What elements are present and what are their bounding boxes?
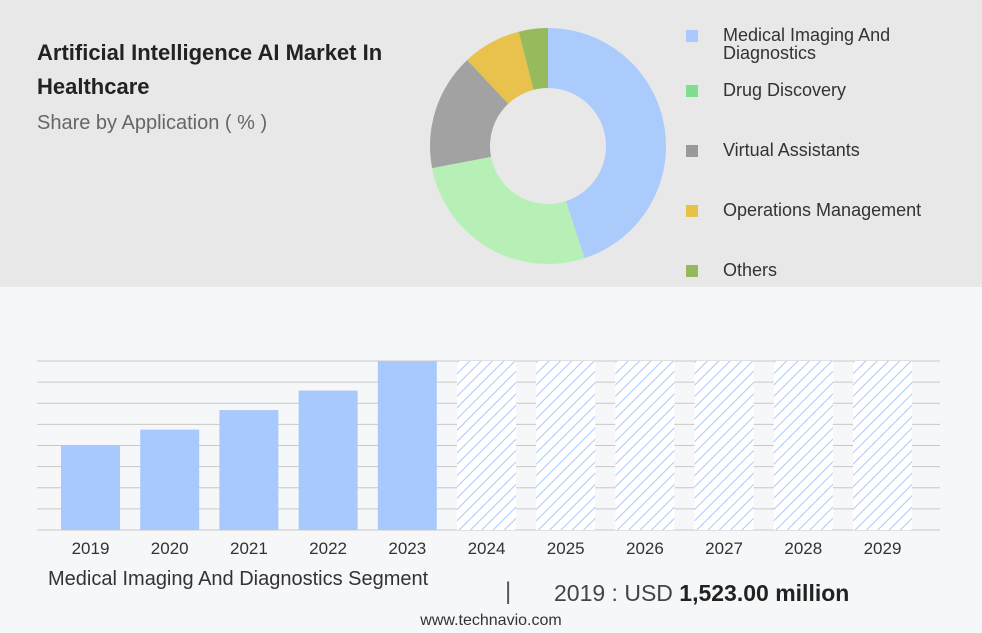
bar-2021 xyxy=(219,410,279,530)
x-tick-label-2026: 2026 xyxy=(626,539,664,558)
x-tick-label-2028: 2028 xyxy=(784,539,822,558)
legend-swatch-operations-management xyxy=(686,205,698,217)
separator: | xyxy=(505,578,512,605)
bar-2027 xyxy=(694,361,754,530)
chart-title: Artificial Intelligence AI Market In Hea… xyxy=(37,40,383,99)
bar-2023 xyxy=(377,361,437,530)
bar-2022 xyxy=(298,390,358,530)
x-tick-label-2029: 2029 xyxy=(864,539,902,558)
bar-2025 xyxy=(536,361,596,530)
x-tick-label-2027: 2027 xyxy=(705,539,743,558)
bar-2019 xyxy=(61,445,120,530)
legend-swatch-drug-discovery xyxy=(686,85,698,97)
segment-label: Medical Imaging And Diagnostics Segment xyxy=(48,568,429,590)
bar-2024 xyxy=(457,361,516,530)
legend-swatch-virtual-assistants xyxy=(686,145,698,157)
value-bold: 1,523.00 million xyxy=(679,580,850,606)
bar-2029 xyxy=(853,361,912,530)
segment-value: 2019 : USD 1,523.00 million xyxy=(554,580,849,607)
bar-2026 xyxy=(615,361,675,530)
legend-label-medical-imaging: Medical Imaging And Diagnostics xyxy=(723,25,891,63)
legend-label-virtual-assistants: Virtual Assistants xyxy=(723,140,860,160)
legend-label-others: Others xyxy=(723,260,778,280)
bar-2028 xyxy=(773,361,833,530)
bar-chart: 2019 2020 2021 2022 2023 2024 2025 2026 2027 2028… xyxy=(37,360,940,558)
source-link[interactable]: www.technavio.com xyxy=(420,612,562,629)
donut-slice-drug-discovery xyxy=(432,156,585,264)
legend-label-drug-discovery: Drug Discovery xyxy=(723,80,847,100)
donut-slice-others xyxy=(518,28,548,90)
legend-label-operations-management: Operations Management xyxy=(723,200,922,220)
donut-slice-medical-imaging-and-diagnostics xyxy=(548,28,666,259)
donut-slice-virtual-assistants xyxy=(430,59,509,169)
x-tick-label-2023: 2023 xyxy=(388,539,426,558)
x-tick-label-2019: 2019 xyxy=(72,539,110,558)
x-tick-label-2025: 2025 xyxy=(547,539,585,558)
x-tick-label-2020: 2020 xyxy=(151,539,189,558)
x-tick-label-2022: 2022 xyxy=(309,539,347,558)
legend-swatch-others xyxy=(686,265,698,277)
donut-chart xyxy=(430,28,666,264)
x-tick-label-2024: 2024 xyxy=(468,539,506,558)
donut-slice-operations-management xyxy=(467,31,534,104)
bar-2020 xyxy=(140,429,200,530)
chart-subtitle: Share by Application ( % ) xyxy=(37,112,268,134)
x-tick-label-2021: 2021 xyxy=(230,539,268,558)
value-prefix: 2019 : USD xyxy=(554,580,673,606)
legend-swatch-medical-imaging xyxy=(686,30,698,42)
